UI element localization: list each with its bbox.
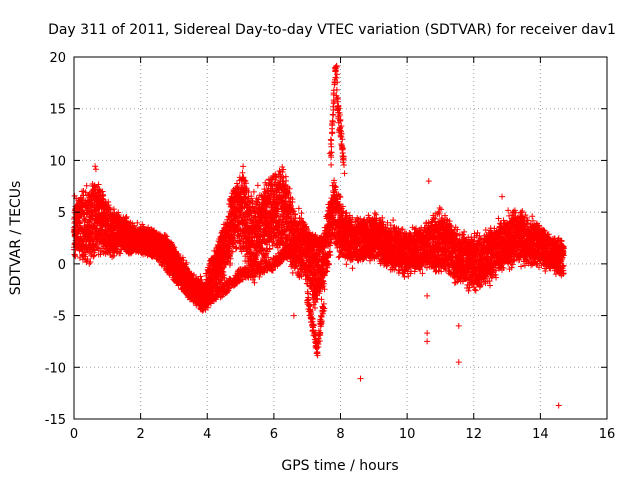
data-point bbox=[87, 258, 94, 265]
data-point bbox=[105, 202, 112, 209]
data-point bbox=[92, 166, 99, 173]
data-point bbox=[92, 163, 99, 170]
data-point bbox=[92, 188, 99, 195]
data-points bbox=[71, 62, 567, 409]
data-point bbox=[79, 188, 86, 195]
data-point bbox=[71, 252, 78, 259]
data-point bbox=[107, 206, 114, 213]
data-point bbox=[117, 250, 124, 257]
chart-title: Day 311 of 2011, Sidereal Day-to-day VTE… bbox=[48, 22, 616, 38]
data-point bbox=[84, 256, 91, 263]
data-point bbox=[72, 253, 79, 260]
data-point bbox=[83, 182, 90, 189]
data-point bbox=[91, 247, 98, 254]
data-point bbox=[82, 189, 89, 196]
data-point bbox=[110, 206, 117, 213]
data-point bbox=[90, 203, 97, 210]
data-point bbox=[90, 253, 97, 260]
data-point bbox=[94, 244, 101, 251]
data-point bbox=[110, 252, 117, 259]
data-point bbox=[77, 220, 84, 227]
